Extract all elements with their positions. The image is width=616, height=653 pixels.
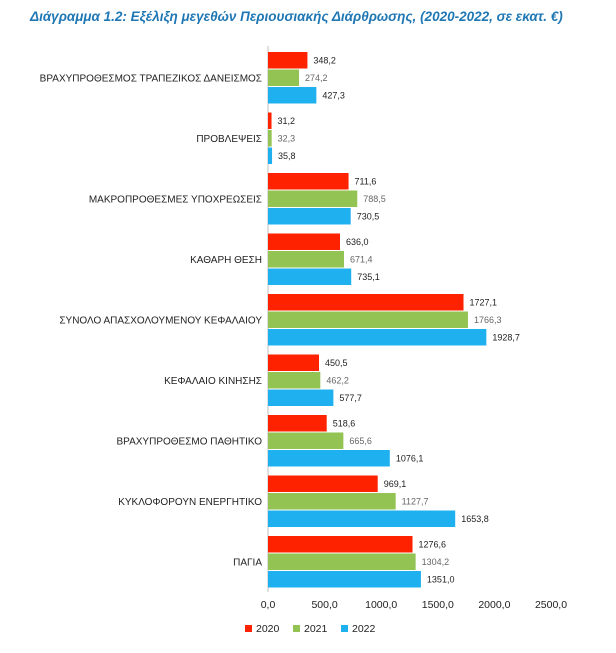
- bar-2021: [268, 190, 358, 207]
- category-label: ΠΑΓΙΑ: [233, 557, 262, 568]
- bar-2021: [268, 493, 396, 510]
- x-tick-label: 1500,0: [422, 599, 454, 611]
- bar-2022: [268, 208, 351, 225]
- data-label-2022: 577,7: [339, 393, 362, 403]
- bar-2021: [268, 69, 300, 86]
- data-label-2020: 711,6: [355, 176, 377, 186]
- bar-2020: [268, 112, 272, 129]
- category-label: ΚΥΚΛΟΦΟΡΟΥΝ ΕΝΕΡΓΗΤΙΚΟ: [118, 497, 262, 508]
- data-label-2021: 671,4: [350, 254, 373, 264]
- data-label-2022: 427,3: [322, 90, 345, 100]
- category-label: ΚΑΘΑΡΗ ΘΕΣΗ: [190, 255, 262, 266]
- legend-swatch-2022: [341, 625, 348, 632]
- data-label-2021: 32,3: [278, 133, 296, 143]
- data-label-2020: 636,0: [346, 237, 369, 247]
- data-label-2022: 1351,0: [427, 574, 455, 584]
- data-label-2020: 450,5: [325, 358, 348, 368]
- data-label-2022: 730,5: [357, 211, 380, 221]
- category-label: ΚΕΦΑΛΑΙΟ ΚΙΝΗΣΗΣ: [164, 376, 262, 387]
- bar-2020: [268, 475, 378, 492]
- data-label-2020: 518,6: [333, 418, 356, 428]
- bar-2021: [268, 432, 344, 449]
- bar-2021: [268, 372, 321, 389]
- data-label-2020: 31,2: [278, 116, 296, 126]
- bar-2020: [268, 415, 327, 432]
- data-label-2021: 462,2: [326, 375, 349, 385]
- data-label-2021: 788,5: [363, 194, 386, 204]
- legend-swatch-2021: [293, 625, 300, 632]
- bar-2020: [268, 354, 319, 371]
- legend-swatch-2020: [245, 625, 252, 632]
- bar-2022: [268, 571, 421, 588]
- data-label-2022: 1928,7: [492, 332, 520, 342]
- x-tick-label: 2500,0: [535, 599, 567, 611]
- bar-2022: [268, 268, 352, 285]
- data-label-2020: 1276,6: [419, 539, 447, 549]
- bar-2022: [268, 87, 317, 104]
- bar-2021: [268, 251, 345, 268]
- legend-label-2022: 2022: [352, 623, 376, 635]
- data-label-2021: 1766,3: [474, 315, 502, 325]
- bar-2020: [268, 536, 413, 553]
- data-label-2022: 35,8: [278, 151, 296, 161]
- data-label-2022: 735,1: [357, 272, 380, 282]
- bar-2021: [268, 553, 416, 570]
- data-label-2022: 1653,8: [461, 514, 489, 524]
- data-label-2021: 665,6: [349, 436, 372, 446]
- data-label-2021: 1304,2: [422, 557, 450, 567]
- legend-label-2021: 2021: [304, 623, 328, 635]
- bar-2020: [268, 233, 340, 250]
- data-label-2020: 1727,1: [470, 297, 498, 307]
- category-label: ΜΑΚΡΟΠΡΟΘΕΣΜΕΣ ΥΠΟΧΡΕΩΣΕΙΣ: [89, 194, 262, 205]
- bar-2020: [268, 294, 464, 311]
- data-label-2020: 969,1: [384, 479, 407, 489]
- bar-2020: [268, 173, 349, 190]
- chart-title: Διάγραμμα 1.2: Εξέλιξη μεγεθών Περιουσια…: [30, 9, 563, 24]
- bar-2022: [268, 450, 390, 467]
- bar-2021: [268, 130, 272, 147]
- x-tick-label: 0,0: [261, 599, 276, 611]
- bar-2020: [268, 52, 308, 69]
- bar-2022: [268, 147, 273, 164]
- x-tick-label: 1000,0: [365, 599, 397, 611]
- category-label: ΒΡΑΧΥΠΡΟΘΕΣΜΟ ΠΑΘΗΤΙΚΟ: [116, 436, 262, 447]
- data-label-2021: 1127,7: [402, 496, 429, 506]
- data-label-2020: 348,2: [313, 55, 336, 65]
- category-label: ΒΡΑΧΥΠΡΟΘΕΣΜΟΣ ΤΡΑΠΕΖΙΚΟΣ ΔΑΝΕΙΣΜΟΣ: [40, 73, 262, 84]
- bar-2022: [268, 389, 334, 406]
- legend-label-2020: 2020: [256, 623, 280, 635]
- bar-2022: [268, 510, 456, 527]
- data-label-2021: 274,2: [305, 73, 328, 83]
- category-label: ΠΡΟΒΛΕΨΕΙΣ: [196, 134, 262, 145]
- category-label: ΣΥΝΟΛΟ ΑΠΑΣΧΟΛΟΥΜΕΝΟΥ ΚΕΦΑΛΑΙΟΥ: [59, 315, 262, 326]
- bar-2021: [268, 311, 468, 328]
- bar-2022: [268, 329, 487, 346]
- x-tick-label: 2000,0: [478, 599, 510, 611]
- x-tick-label: 500,0: [311, 599, 337, 611]
- data-label-2022: 1076,1: [396, 453, 424, 463]
